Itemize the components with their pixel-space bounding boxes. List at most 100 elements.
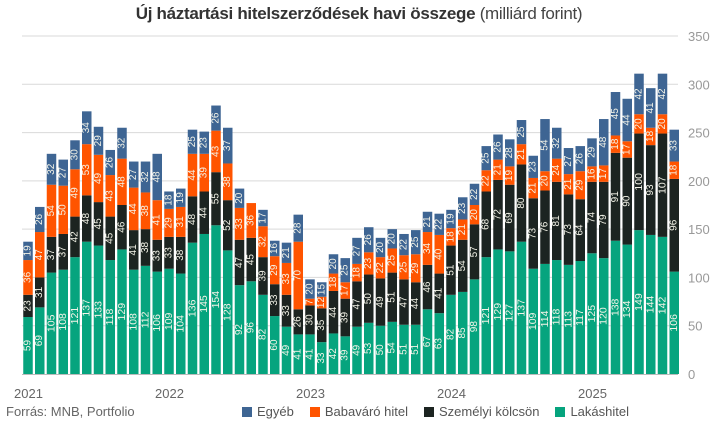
bar-segment	[634, 73, 644, 115]
bar-segment	[305, 334, 315, 374]
data-label: 45	[246, 254, 257, 266]
data-label: 33	[269, 294, 280, 306]
data-label: 22	[375, 262, 386, 274]
bar-segment	[293, 309, 303, 335]
data-label: 118	[551, 308, 563, 325]
data-label: 23	[23, 300, 34, 312]
bar-segment	[575, 146, 585, 172]
data-label: 108	[128, 313, 140, 331]
y-tick-label: 100	[688, 270, 710, 285]
bar-segment	[129, 269, 139, 374]
data-label: 108	[57, 313, 69, 331]
data-label: 18	[164, 194, 175, 206]
data-label: 93	[645, 184, 656, 196]
bar-segment	[657, 114, 668, 134]
bar-segment	[434, 213, 444, 235]
bar-segment	[164, 268, 174, 374]
data-label: 51	[387, 291, 398, 303]
data-label: 44	[410, 298, 421, 310]
bar-segment	[375, 237, 386, 258]
y-tick-label: 50	[688, 319, 702, 334]
bar-segment	[458, 291, 468, 374]
bar-segment	[70, 216, 80, 258]
data-label: 17	[258, 212, 269, 224]
data-label: 22	[434, 218, 445, 230]
bar-segment	[434, 313, 444, 374]
data-label: 18	[328, 276, 339, 288]
data-label: 28	[293, 222, 304, 234]
x-year-label: 2022	[155, 386, 184, 401]
bar-segment	[657, 236, 668, 374]
data-label: 7	[305, 299, 316, 305]
bar-segment	[93, 126, 104, 155]
bar-segment	[281, 326, 292, 374]
data-label: 47	[352, 298, 363, 310]
bar-segment	[117, 158, 127, 205]
legend-swatch	[555, 406, 566, 417]
data-label: 20	[328, 258, 339, 270]
bar-segment	[93, 245, 104, 374]
data-label: 27	[563, 155, 574, 167]
legend-swatch	[242, 406, 252, 417]
data-label: 41	[293, 348, 304, 360]
bar-segment	[469, 279, 480, 374]
data-label: 27	[58, 167, 69, 179]
data-label: 45	[610, 108, 621, 120]
data-label: 34	[81, 122, 92, 134]
data-label: 29	[410, 262, 421, 274]
data-label: 52	[222, 219, 233, 231]
bar-segment	[411, 324, 421, 374]
bar-segment	[340, 282, 350, 299]
data-label: 105	[46, 314, 58, 332]
data-label: 30	[305, 314, 316, 326]
legend-item: Babaváró hitel	[309, 404, 408, 419]
data-label: 48	[81, 213, 92, 225]
data-label: 47	[234, 256, 245, 268]
data-label: 25	[516, 126, 527, 138]
bar-segment	[23, 317, 33, 374]
bar-segment	[446, 209, 456, 229]
bar-segment	[246, 281, 256, 374]
data-label: 121	[69, 307, 81, 325]
bar-segment	[610, 240, 621, 374]
data-label: 39	[340, 349, 351, 361]
bar-segment	[540, 171, 550, 191]
data-label: 91	[610, 191, 621, 203]
bar-segment	[505, 184, 515, 252]
data-label: 44	[187, 169, 198, 181]
data-label: 20	[540, 175, 551, 187]
bar-segment	[669, 161, 679, 179]
bar-segment	[516, 144, 527, 165]
bar-segment	[587, 253, 597, 374]
bar-segment	[187, 129, 198, 154]
data-label: 20	[657, 118, 668, 130]
data-label: 18	[669, 164, 680, 176]
data-label: 37	[46, 249, 57, 261]
data-label: 39	[199, 167, 210, 179]
bar-segment	[634, 133, 644, 231]
data-label: 26	[34, 213, 45, 225]
bar-segment	[187, 153, 198, 197]
data-label: 137	[81, 299, 93, 317]
bar-segment	[387, 229, 397, 249]
data-label: 21	[281, 247, 292, 259]
y-tick-label: 300	[688, 77, 710, 92]
data-label: 53	[363, 342, 374, 354]
bar-segment	[575, 171, 585, 200]
data-label: 20	[305, 283, 316, 295]
bar-segment	[293, 214, 303, 242]
bar-segment	[528, 268, 538, 374]
data-label: 133	[93, 301, 105, 319]
data-label: 38	[222, 176, 233, 188]
data-label: 69	[34, 335, 45, 347]
bar-segment	[211, 130, 221, 173]
data-label: 45	[105, 232, 116, 244]
bar-segment	[305, 298, 315, 306]
data-label: 68	[481, 218, 492, 230]
legend-item: Egyéb	[242, 404, 294, 419]
bar-segment	[152, 271, 162, 374]
bar-segment	[258, 226, 268, 258]
bar-segment	[82, 144, 92, 196]
bar-segment	[411, 230, 421, 255]
bar-segment	[622, 244, 632, 374]
